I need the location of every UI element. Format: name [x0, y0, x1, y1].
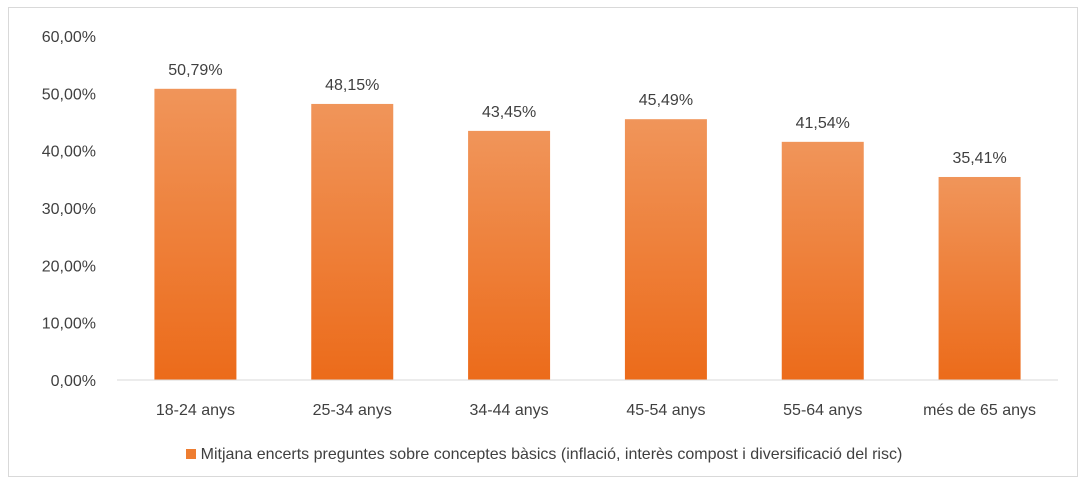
y-tick-label: 30,00%: [42, 201, 96, 218]
bar-value-label: 43,45%: [482, 104, 536, 121]
bar: [468, 130, 551, 380]
x-tick-label: 34-44 anys: [469, 402, 548, 419]
y-tick-label: 50,00%: [42, 86, 96, 103]
bar-value-label: 48,15%: [325, 77, 379, 94]
x-tick-label: més de 65 anys: [923, 402, 1036, 419]
y-tick-label: 60,00%: [42, 29, 96, 46]
y-tick-label: 10,00%: [42, 316, 96, 333]
y-axis: 0,00% 10,00% 20,00% 30,00% 40,00% 50,00% 60,00…: [42, 29, 96, 390]
bar-value-label: 35,41%: [952, 150, 1006, 167]
bar: [624, 119, 707, 380]
x-tick-label: 25-34 anys: [313, 402, 392, 419]
bar: [311, 103, 394, 380]
bar: [938, 176, 1021, 380]
y-tick-label: 40,00%: [42, 144, 96, 161]
y-tick-label: 20,00%: [42, 258, 96, 275]
legend-swatch: [185, 449, 196, 459]
x-tick-label: 18-24 anys: [156, 402, 235, 419]
x-tick-label: 55-64 anys: [783, 402, 862, 419]
legend-label: Mitjana encerts preguntes sobre concepte…: [200, 446, 903, 463]
y-tick-label: 0,00%: [51, 373, 96, 390]
bar-value-label: 45,49%: [639, 92, 693, 109]
x-tick-label: 45-54 anys: [626, 402, 705, 419]
bar: [781, 141, 864, 380]
bar-series: [154, 88, 1021, 380]
x-axis: 18-24 anys 25-34 anys 34-44 anys 45-54 anys…: [156, 402, 1036, 419]
data-labels: 50,79% 48,15% 43,45% 45,49% 41,54% 35,41%: [168, 62, 1006, 167]
legend: Mitjana encerts preguntes sobre concepte…: [0, 446, 1088, 464]
bar: [154, 88, 237, 380]
bar-value-label: 41,54%: [796, 115, 850, 132]
bar-value-label: 50,79%: [168, 62, 222, 79]
